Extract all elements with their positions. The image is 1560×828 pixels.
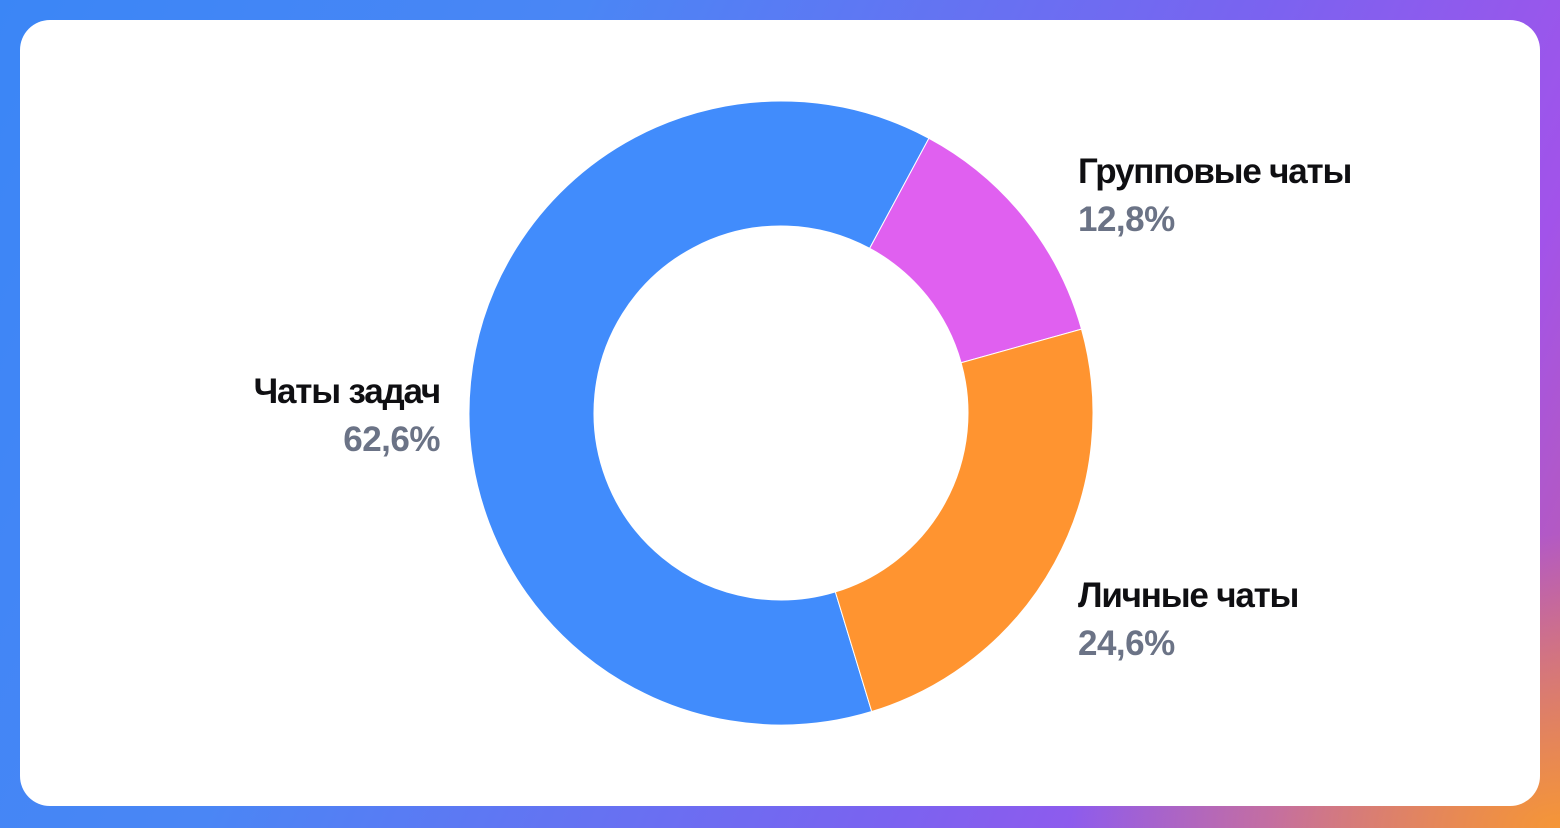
segment-percent: 12,8%: [1078, 200, 1175, 239]
label-personal-chats: Личные чаты 24,6%: [1078, 576, 1299, 664]
segment-name: Личные чаты: [1078, 576, 1299, 615]
segment-percent: 62,6%: [343, 420, 440, 459]
segment-percent: 24,6%: [1078, 624, 1175, 663]
chart-card: Чаты задач 62,6% Групповые чаты 12,8% Ли…: [20, 20, 1540, 806]
label-task-chats: Чаты задач 62,6%: [200, 372, 442, 460]
segment-name: Чаты задач: [253, 372, 442, 411]
segment-name: Групповые чаты: [1078, 152, 1352, 191]
donut-chart: [468, 100, 1094, 726]
donut-segment-personal: [834, 328, 1094, 713]
donut-segment-tasks: [468, 100, 930, 726]
label-group-chats: Групповые чаты 12,8%: [1078, 152, 1352, 240]
